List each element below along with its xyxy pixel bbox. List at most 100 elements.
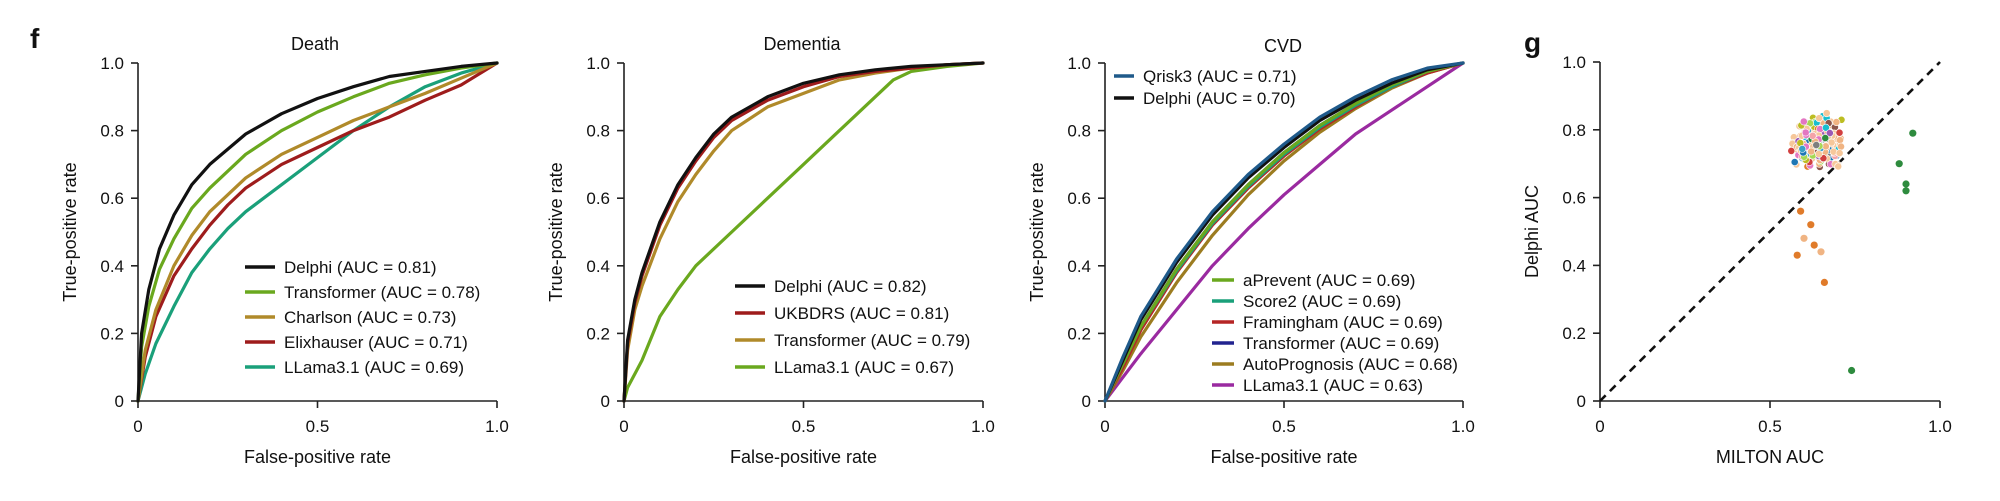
y-tick-label: 0.8: [586, 122, 610, 141]
scatter-point: [1798, 144, 1807, 153]
x-tick-label: 0: [619, 417, 628, 436]
roc-curve-llama3.1: [1103, 61, 1465, 403]
y-tick-label: 0: [601, 392, 610, 411]
scatter-point: [1836, 136, 1844, 144]
x-axis-label: False-positive rate: [244, 447, 391, 467]
scatter-point: [1814, 150, 1823, 158]
plot-area: 0 0.2 0.4 0.6 0.8 1.0 0 0.5 1.0 False-positive ra…: [60, 34, 1952, 467]
y-tick-label: 1.0: [100, 54, 124, 73]
roc-curve-elixhauser: [136, 61, 499, 403]
legend-label: Elixhauser (AUC = 0.71): [284, 333, 468, 352]
legend-label: Delphi (AUC = 0.82): [774, 277, 927, 296]
y-tick-label: 0.2: [1067, 324, 1091, 343]
chart-cvd: 0 0.2 0.4 0.6 0.8 1.0 0 0.5 1.0 False-positive ra…: [1027, 36, 1475, 467]
scatter-point-outlier: [1810, 241, 1818, 249]
chart-title: Dementia: [763, 34, 841, 54]
roc-curve-llama3.1: [136, 61, 499, 403]
scatter-point-outlier: [1909, 129, 1917, 137]
scatter-point: [1837, 142, 1845, 151]
scatter-point: [1815, 114, 1824, 123]
scatter-point-outlier: [1793, 251, 1801, 259]
x-tick-label: 0.5: [306, 417, 330, 436]
y-tick-label: 0.8: [100, 122, 124, 141]
scatter-point: [1801, 128, 1810, 137]
x-tick-label: 0.5: [1758, 417, 1782, 436]
y-axis-label: True-positive rate: [60, 162, 80, 301]
y-tick-label: 1.0: [1067, 54, 1091, 73]
roc-curve-delphi: [622, 61, 985, 403]
panel-letter-g: g: [1524, 27, 1541, 58]
chart-milton-vs-delphi: 0 0.2 0.4 0.6 0.8 1.0 0 0.5 1.0 MILTON AUC Delphi …: [1522, 53, 1952, 467]
x-tick-label: 0: [133, 417, 142, 436]
legend-label: Score2 (AUC = 0.69): [1243, 292, 1401, 311]
legend-label: Transformer (AUC = 0.78): [284, 283, 480, 302]
x-axis-label: False-positive rate: [1210, 447, 1357, 467]
legend-label: LLama3.1 (AUC = 0.67): [774, 358, 954, 377]
y-tick-label: 1.0: [586, 54, 610, 73]
legend-label: LLama3.1 (AUC = 0.69): [284, 358, 464, 377]
scatter-point-outlier: [1902, 187, 1910, 195]
scatter-point: [1834, 162, 1843, 171]
y-axis-label: True-positive rate: [546, 162, 566, 301]
y-tick-label: 0: [115, 392, 124, 411]
legend-label: Framingham (AUC = 0.69): [1243, 313, 1443, 332]
chart-title: Death: [291, 34, 339, 54]
diagonal-reference-line: [1599, 61, 1941, 402]
scatter-point-outlier: [1820, 278, 1828, 286]
x-tick-label: 1.0: [485, 417, 509, 436]
legend-label: aPrevent (AUC = 0.69): [1243, 271, 1415, 290]
scatter-point: [1787, 146, 1796, 155]
scatter-point-outlier: [1895, 160, 1903, 168]
roc-curve-charlson: [136, 61, 499, 403]
x-tick-label: 1.0: [1451, 417, 1475, 436]
roc-curve-delphi: [136, 61, 499, 403]
y-axis-label: True-positive rate: [1027, 162, 1047, 301]
legend-label: Transformer (AUC = 0.69): [1243, 334, 1439, 353]
y-tick-label: 1.0: [1562, 53, 1586, 72]
legend-label: Delphi (AUC = 0.70): [1143, 89, 1296, 108]
legend-label: LLama3.1 (AUC = 0.63): [1243, 376, 1423, 395]
scatter-point-outlier: [1797, 207, 1805, 215]
x-tick-label: 0.5: [792, 417, 816, 436]
roc-curve-transformer: [622, 61, 985, 403]
scatter-point: [1832, 118, 1841, 126]
x-tick-label: 0: [1100, 417, 1109, 436]
y-tick-label: 0.4: [1067, 257, 1091, 276]
y-tick-label: 0.6: [586, 189, 610, 208]
scatter-point-outlier: [1800, 234, 1808, 242]
y-tick-label: 0.4: [1562, 256, 1586, 275]
chart-dementia: 0 0.2 0.4 0.6 0.8 1.0 0 0.5 1.0 False-positive ra…: [546, 34, 995, 467]
y-tick-label: 0.2: [586, 324, 610, 343]
scatter-point: [1822, 109, 1831, 118]
roc-curve-llama3.1: [622, 61, 985, 403]
x-axis-label: MILTON AUC: [1716, 447, 1824, 467]
x-axis-label: False-positive rate: [730, 447, 877, 467]
chart-title: CVD: [1264, 36, 1302, 56]
y-tick-label: 0.4: [586, 257, 610, 276]
legend-label: Qrisk3 (AUC = 0.71): [1143, 67, 1297, 86]
scatter-point: [1812, 141, 1821, 149]
x-tick-label: 1.0: [1928, 417, 1952, 436]
x-tick-label: 0: [1595, 417, 1604, 436]
scatter-point-outlier: [1848, 366, 1856, 375]
scatter-point-outlier: [1817, 248, 1825, 256]
scatter-point: [1807, 147, 1816, 156]
y-tick-label: 0.8: [1562, 121, 1586, 140]
scatter-point: [1835, 149, 1844, 157]
scatter-point-outlier: [1807, 221, 1815, 229]
y-tick-label: 0.8: [1067, 122, 1091, 141]
scatter-point: [1827, 138, 1836, 147]
scatter-point: [1808, 131, 1817, 140]
scatter-point-outlier: [1902, 180, 1910, 188]
y-tick-label: 0.2: [1562, 324, 1586, 343]
panel-letter-f: f: [30, 23, 40, 54]
chart-death: 0 0.2 0.4 0.6 0.8 1.0 0 0.5 1.0 False-positive ra…: [60, 34, 509, 467]
scatter-point: [1790, 158, 1799, 166]
legend-label: AutoPrognosis (AUC = 0.68): [1243, 355, 1458, 374]
legend-label: Delphi (AUC = 0.81): [284, 258, 437, 277]
x-tick-label: 1.0: [971, 417, 995, 436]
y-tick-label: 0.4: [100, 257, 124, 276]
scatter-point: [1799, 117, 1808, 126]
roc-curve-transformer: [136, 61, 499, 403]
